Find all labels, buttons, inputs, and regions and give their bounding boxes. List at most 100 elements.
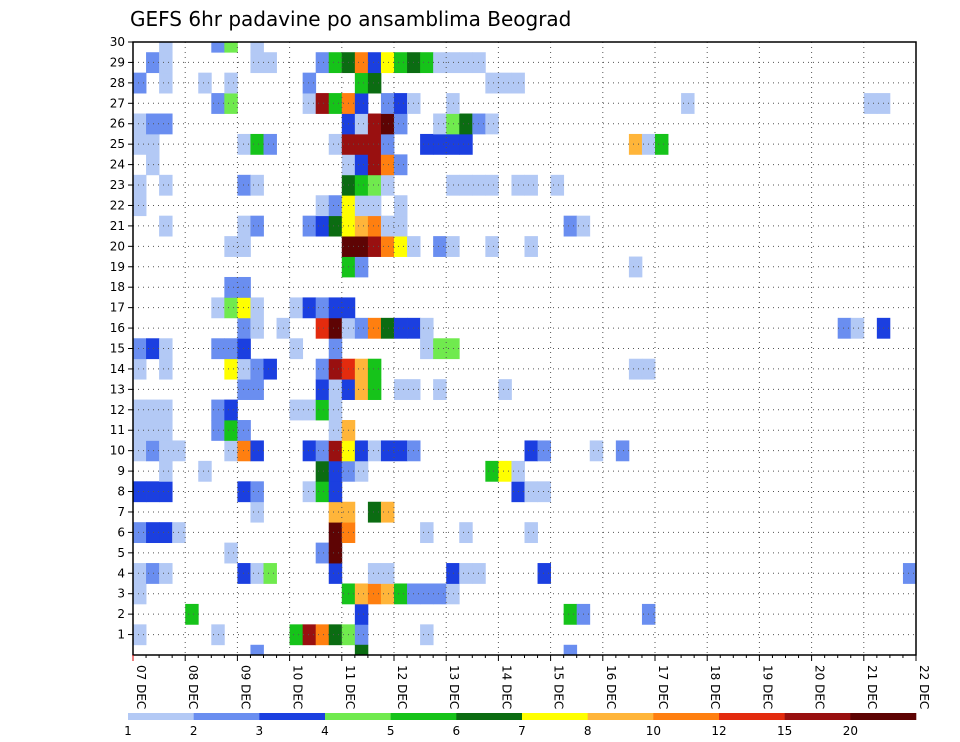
- legend-swatch: [784, 713, 851, 720]
- heatmap-cell: [237, 338, 251, 360]
- heatmap-cell: [394, 52, 408, 74]
- heatmap-cell: [224, 338, 238, 360]
- heatmap-cell: [224, 542, 238, 564]
- y-tick-label: 9: [117, 464, 125, 478]
- x-axis: 07 DEC 08 DEC 09 DEC 10 DEC 11 DEC 12 DEC 13 D…: [132, 655, 931, 709]
- y-tick-label: 3: [117, 587, 125, 601]
- heatmap-cell: [472, 563, 486, 584]
- heatmap-cell: [302, 297, 317, 319]
- heatmap-cell: [537, 481, 551, 503]
- heatmap-cell: [628, 358, 643, 380]
- legend-swatch: [193, 713, 260, 720]
- heatmap-cell: [328, 420, 343, 441]
- heatmap-cell: [250, 297, 264, 319]
- heatmap-cell: [394, 215, 408, 237]
- heatmap-cell: [250, 481, 264, 503]
- heatmap-cell: [446, 583, 460, 605]
- x-tick-label: 08 DEC: [186, 665, 200, 709]
- heatmap-cell: [185, 603, 199, 625]
- heatmap-cell: [367, 113, 382, 135]
- heatmap-cell: [354, 174, 369, 196]
- heatmap-cell: [394, 236, 408, 257]
- heatmap-cell: [224, 236, 238, 257]
- y-tick-label: 15: [110, 342, 125, 356]
- heatmap-cell: [198, 460, 212, 482]
- heatmap-cells: [133, 42, 917, 656]
- heatmap-cell: [146, 52, 160, 74]
- heatmap-cell: [250, 501, 264, 523]
- heatmap-cell: [328, 379, 343, 400]
- heatmap-cell: [328, 542, 343, 564]
- x-tick-label: 21 DEC: [865, 665, 879, 709]
- heatmap-cell: [328, 297, 343, 319]
- y-tick-label: 5: [117, 546, 125, 560]
- heatmap-cell: [380, 93, 395, 114]
- heatmap-cell: [433, 133, 447, 155]
- heatmap-cell: [133, 174, 147, 196]
- y-tick-label: 27: [110, 96, 125, 110]
- heatmap-cell: [224, 93, 238, 114]
- heatmap-cell: [159, 72, 173, 94]
- heatmap-cell: [159, 42, 173, 53]
- heatmap-cell: [563, 644, 578, 656]
- heatmap-cell: [420, 338, 434, 360]
- heatmap-cell: [433, 113, 447, 135]
- heatmap-cell: [524, 174, 538, 196]
- y-tick-label: 10: [110, 444, 125, 458]
- heatmap-cell: [328, 215, 343, 237]
- heatmap-cell: [459, 133, 473, 155]
- chart-title: GEFS 6hr padavine po ansamblima Beograd: [130, 7, 571, 31]
- heatmap-cell: [433, 583, 447, 605]
- x-tick-label: 16 DEC: [604, 665, 618, 709]
- y-tick-label: 30: [110, 35, 125, 49]
- heatmap-cell: [146, 338, 160, 360]
- heatmap-cell: [224, 420, 238, 441]
- heatmap-cell: [498, 460, 512, 482]
- heatmap-cell: [459, 563, 473, 584]
- legend-label: 10: [646, 724, 661, 738]
- heatmap-cell: [354, 440, 369, 462]
- heatmap-cell: [681, 93, 695, 114]
- heatmap-cell: [328, 358, 343, 380]
- y-tick-label: 6: [117, 525, 125, 539]
- heatmap-cell: [367, 317, 382, 339]
- heatmap-cell: [589, 440, 604, 462]
- heatmap-cell: [315, 52, 330, 74]
- heatmap-cell: [655, 133, 669, 155]
- heatmap-cell: [237, 215, 251, 237]
- legend-label: 5: [387, 724, 395, 738]
- heatmap-cell: [315, 358, 330, 380]
- heatmap-cell: [354, 236, 369, 257]
- x-tick-label: 19 DEC: [760, 665, 774, 709]
- heatmap-cell: [367, 583, 382, 605]
- heatmap-cell: [420, 583, 434, 605]
- heatmap-cell: [354, 379, 369, 400]
- heatmap-cell: [367, 133, 382, 155]
- heatmap-cell: [237, 379, 251, 400]
- heatmap-cell: [380, 501, 395, 523]
- heatmap-cell: [133, 440, 147, 462]
- heatmap-cell: [133, 583, 147, 605]
- heatmap-cell: [224, 358, 238, 380]
- heatmap-cell: [367, 72, 382, 94]
- heatmap-cell: [524, 236, 538, 257]
- heatmap-cell: [302, 481, 317, 503]
- x-tick-label: 12 DEC: [395, 665, 409, 709]
- heatmap-cell: [250, 52, 264, 74]
- heatmap-cell: [159, 52, 173, 74]
- heatmap-cell: [459, 52, 473, 74]
- heatmap-cell: [367, 501, 382, 523]
- heatmap-cell: [354, 195, 369, 217]
- heatmap-cell: [628, 133, 643, 155]
- heatmap-cell: [420, 133, 434, 155]
- heatmap-cell: [420, 522, 434, 544]
- heatmap-cell: [380, 154, 395, 176]
- heatmap-cell: [146, 522, 160, 544]
- heatmap-cell: [250, 215, 264, 237]
- heatmap-cell: [315, 399, 330, 421]
- y-tick-label: 28: [110, 76, 125, 90]
- heatmap-cell: [498, 72, 512, 94]
- heatmap-cell: [472, 113, 486, 135]
- heatmap-cell: [133, 338, 147, 360]
- heatmap-cell: [315, 215, 330, 237]
